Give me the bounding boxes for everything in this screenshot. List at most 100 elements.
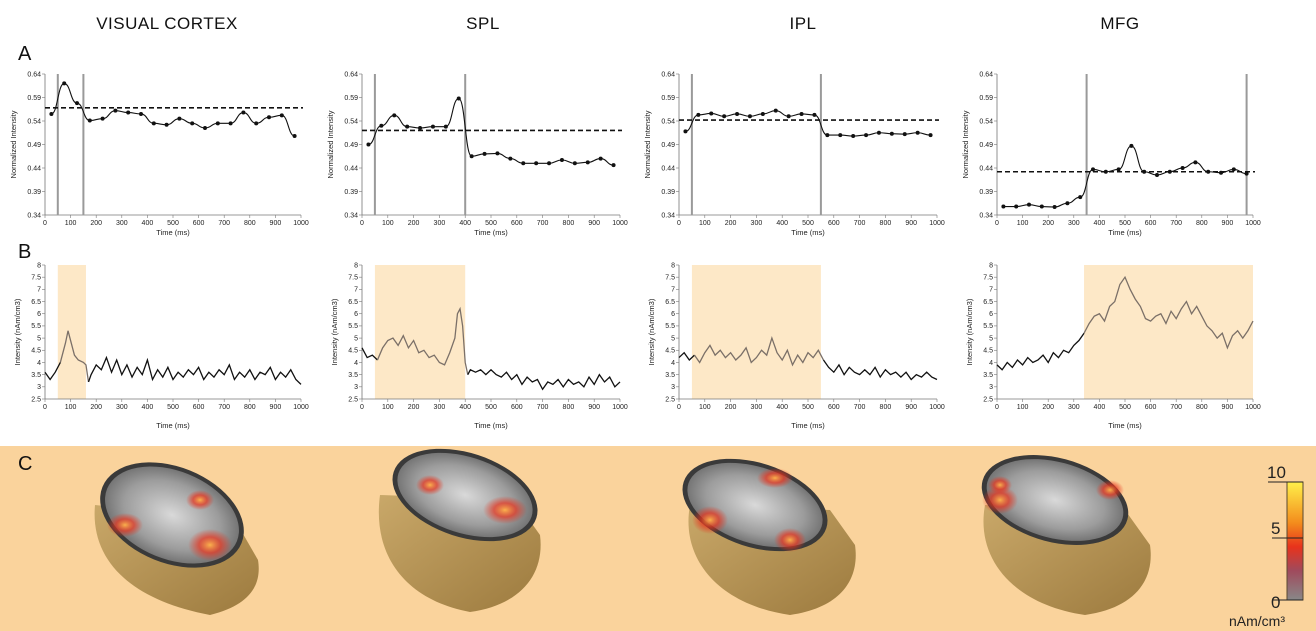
y-axis-title: Intensity (nAm/cm3) [330, 298, 339, 365]
y-tick-label: 7 [37, 287, 41, 294]
y-axis-title: Normalized Intensity [643, 110, 652, 178]
y-tick-label: 5 [671, 335, 675, 342]
y-tick-label: 0.64 [661, 71, 675, 78]
y-tick-label: 3.5 [665, 372, 675, 379]
y-tick-label: 0.39 [344, 189, 358, 196]
y-tick-label: 7.5 [983, 274, 993, 281]
y-tick-label: 0.34 [344, 212, 358, 219]
x-tick-label: 0 [677, 220, 681, 227]
data-point [279, 113, 284, 118]
x-tick-label: 400 [776, 220, 788, 227]
x-tick-label: 500 [167, 404, 179, 411]
y-tick-label: 0.49 [979, 142, 993, 149]
x-tick-label: 400 [142, 404, 154, 411]
y-tick-label: 7 [354, 287, 358, 294]
region-title-ipl: IPL [789, 14, 816, 33]
x-tick-label: 100 [382, 404, 394, 411]
x-tick-label: 800 [880, 220, 892, 227]
data-point [915, 130, 920, 135]
data-point [1180, 166, 1185, 170]
region-title-mfg: MFG [1100, 14, 1139, 33]
x-tick-label: 1000 [1245, 220, 1261, 227]
trace-segment [996, 332, 1085, 371]
x-tick-label: 700 [218, 404, 230, 411]
y-tick-label: 4.5 [983, 348, 993, 355]
data-point [611, 163, 616, 168]
data-point [747, 114, 752, 119]
x-tick-label: 400 [1094, 404, 1106, 411]
x-tick-label: 600 [511, 220, 523, 227]
data-point [292, 134, 297, 139]
y-tick-label: 4 [989, 360, 993, 367]
x-tick-label: 900 [1222, 220, 1234, 227]
data-point [534, 161, 539, 166]
data-point [1219, 170, 1223, 175]
data-point [1039, 204, 1044, 209]
data-point [889, 131, 894, 136]
x-tick-label: 700 [1170, 404, 1182, 411]
colorbar-gradient [1286, 481, 1304, 601]
y-tick-label: 0.34 [661, 212, 675, 219]
y-tick-label: 8 [671, 262, 675, 269]
trace-segment-window [1083, 275, 1254, 350]
x-tick-label: 100 [65, 404, 77, 411]
data-point [1231, 167, 1236, 172]
data-point [559, 158, 564, 163]
x-tick-label: 1000 [293, 220, 309, 227]
y-tick-label: 0.64 [979, 71, 993, 78]
y-tick-label: 6.5 [983, 299, 993, 306]
y-tick-label: 5 [989, 335, 993, 342]
x-tick-label: 700 [537, 220, 549, 227]
y-tick-label: 6 [37, 311, 41, 318]
x-tick-label: 400 [1094, 220, 1106, 227]
x-tick-label: 700 [537, 404, 549, 411]
data-point [1155, 173, 1159, 178]
data-point [709, 111, 714, 116]
trace-segment [467, 368, 621, 391]
data-point [379, 123, 384, 128]
y-tick-label: 7 [671, 287, 675, 294]
data-point [1091, 167, 1095, 172]
x-tick-label: 900 [905, 404, 917, 411]
y-tick-label: 5.5 [983, 323, 993, 330]
x-axis-title: Time (ms) [156, 228, 190, 237]
region-title-visual-cortex: VISUAL CORTEX [96, 14, 238, 33]
y-tick-label: 0.44 [344, 165, 358, 172]
brain-render-mfg [981, 455, 1151, 615]
chart-a-visual-cortex: 0.34 0.39 0.44 0.49 0.54 0.59 0.64 0 100 200 300 40… [9, 71, 309, 237]
y-axis-title: Normalized Intensity [9, 110, 18, 178]
x-tick-label: 800 [244, 220, 256, 227]
colorbar-label-min: 0 [1271, 593, 1280, 612]
data-point [418, 126, 423, 131]
x-tick-label: 1000 [929, 404, 945, 411]
data-point [928, 133, 933, 138]
trace-segment [361, 347, 378, 361]
series-line [368, 97, 614, 166]
x-tick-label: 200 [725, 220, 737, 227]
data-point [864, 133, 869, 138]
y-tick-label: 0.49 [27, 142, 41, 149]
data-point [696, 112, 701, 117]
x-tick-label: 300 [434, 220, 446, 227]
y-axis-title: Intensity (nAm/cm3) [965, 298, 974, 365]
x-tick-label: 900 [270, 404, 282, 411]
y-axis-title: Intensity (nAm/cm3) [13, 298, 22, 365]
x-tick-label: 600 [193, 220, 205, 227]
data-point [177, 116, 182, 121]
y-tick-label: 7.5 [348, 274, 358, 281]
x-tick-label: 500 [167, 220, 179, 227]
x-tick-label: 400 [142, 220, 154, 227]
chart-a-spl: 0.34 0.39 0.44 0.49 0.54 0.59 0.64 0 100 200 300 40… [326, 71, 628, 237]
y-tick-label: 0.59 [979, 95, 993, 102]
data-point [164, 122, 169, 127]
data-point [547, 161, 552, 166]
y-tick-label: 0.54 [344, 118, 358, 125]
x-tick-label: 900 [905, 220, 917, 227]
x-tick-label: 0 [995, 220, 999, 227]
x-axis-title: Time (ms) [791, 421, 825, 430]
y-axis-title: Intensity (nAm/cm3) [647, 298, 656, 365]
y-tick-label: 3.5 [31, 372, 41, 379]
trace-segment [44, 362, 61, 381]
y-tick-label: 4.5 [31, 348, 41, 355]
data-point [1193, 160, 1198, 165]
